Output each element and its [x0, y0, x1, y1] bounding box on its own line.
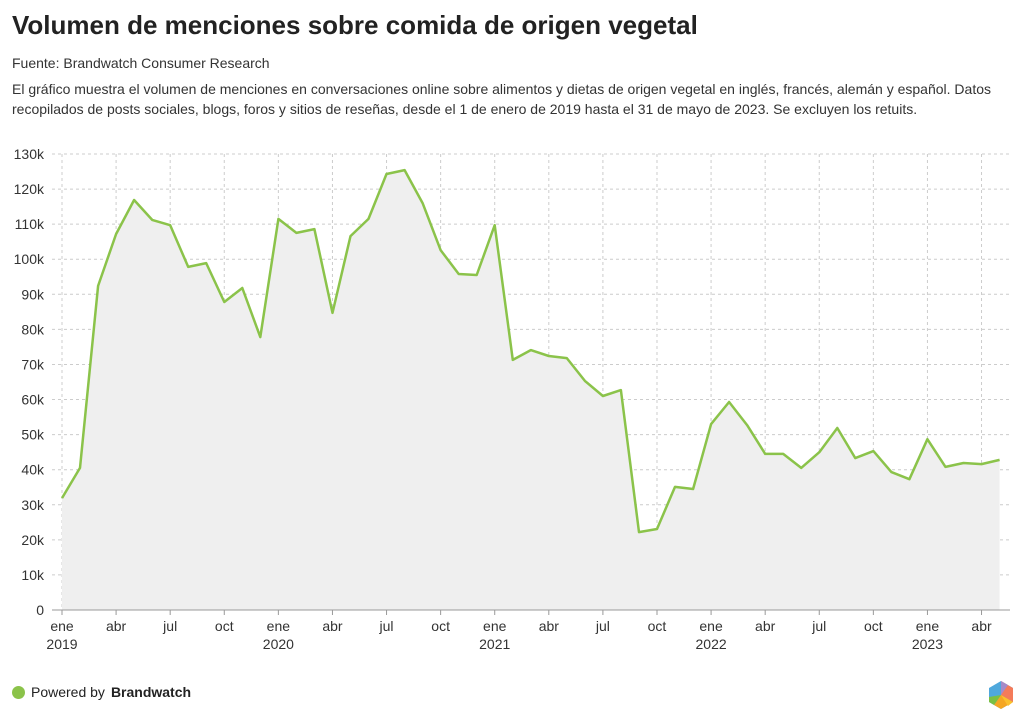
brandwatch-logo-icon: [989, 681, 1013, 709]
y-tick-label: 80k: [21, 321, 45, 337]
x-tick-label: jul: [811, 618, 826, 634]
y-tick-label: 110k: [15, 216, 45, 232]
y-tick-label: 120k: [14, 181, 45, 197]
x-tick-label: oct: [864, 618, 883, 634]
brand-name[interactable]: Brandwatch: [110, 684, 192, 700]
y-tick-label: 0: [36, 602, 44, 618]
x-tick-label: oct: [648, 618, 667, 634]
description-text: El gráfico muestra el volumen de mencion…: [12, 81, 991, 117]
x-tick-label: ene: [267, 618, 291, 634]
x-tick-label: abr: [755, 618, 776, 634]
y-tick-label: 100k: [14, 251, 45, 267]
area-fill: [62, 170, 1000, 610]
x-tick-label: ene: [50, 618, 74, 634]
y-tick-label: 10k: [21, 567, 45, 583]
y-tick-label: 60k: [21, 392, 45, 408]
source-text: Fuente: Brandwatch Consumer Research: [12, 55, 270, 71]
powered-by-text: Powered by: [31, 684, 105, 700]
x-tick-label: ene: [699, 618, 723, 634]
brand-dot-icon: [12, 685, 25, 699]
x-tick-label: jul: [379, 618, 394, 634]
x-tick-label: abr: [106, 618, 127, 634]
y-tick-label: 70k: [21, 356, 45, 372]
x-tick-label: ene: [483, 618, 507, 634]
chart: 0 10k 20k 30k 40k 50k 60k 70k 80k 90k 100k 110k 120k…: [14, 146, 1010, 652]
x-tick-label: abr: [971, 618, 992, 634]
y-tick-label: 130k: [14, 146, 45, 162]
chart-title: Volumen de menciones sobre comida de ori…: [12, 10, 698, 40]
footer: Powered by Brandwatch: [12, 684, 191, 700]
y-tick-label: 90k: [21, 286, 45, 302]
y-tick-label: 50k: [21, 427, 45, 443]
x-tick-label: jul: [162, 618, 177, 634]
x-tick-label: oct: [215, 618, 234, 634]
series-line: [60, 168, 1000, 534]
x-year-label: 2020: [263, 636, 294, 652]
x-tick-label: jul: [595, 618, 610, 634]
x-year-label: 2021: [479, 636, 510, 652]
x-tick-label: oct: [431, 618, 450, 634]
y-tick-label: 30k: [21, 497, 45, 513]
y-tick-label: 40k: [21, 462, 45, 478]
x-year-label: 2019: [46, 636, 77, 652]
x-tick-label: abr: [322, 618, 343, 634]
x-tick-label: abr: [539, 618, 560, 634]
x-year-label: 2023: [912, 636, 943, 652]
x-tick-label: ene: [916, 618, 940, 634]
x-year-label: 2022: [696, 636, 727, 652]
y-tick-label: 20k: [21, 532, 45, 548]
